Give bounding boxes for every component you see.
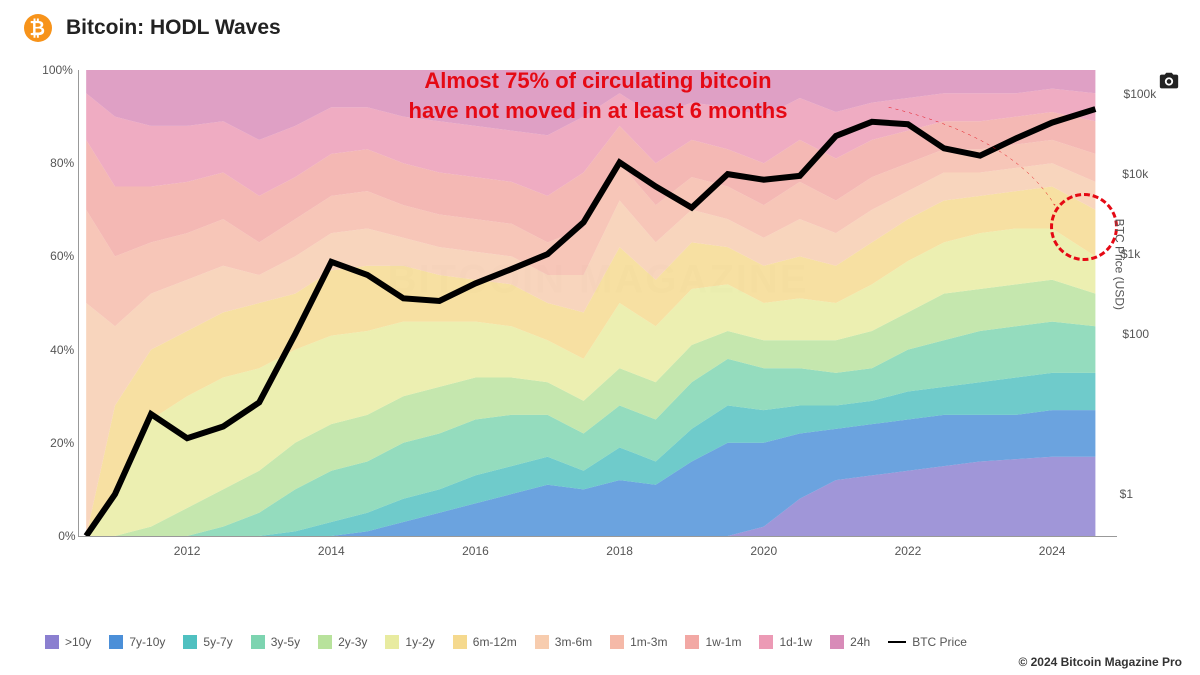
legend-item: 3y-5y (251, 635, 300, 649)
annotation-arrow (79, 70, 1117, 536)
legend-swatch (685, 635, 699, 649)
legend-item: 24h (830, 635, 870, 649)
x-tick: 2020 (750, 544, 777, 558)
x-tick: 2014 (318, 544, 345, 558)
legend-label: 7y-10y (129, 635, 165, 649)
x-tick: 2016 (462, 544, 489, 558)
legend-label: 1y-2y (405, 635, 434, 649)
legend-swatch (535, 635, 549, 649)
legend-swatch (109, 635, 123, 649)
legend-label: BTC Price (912, 635, 967, 649)
legend-swatch (45, 635, 59, 649)
y-right-tick: $10k (1122, 167, 1148, 181)
legend-item: 5y-7y (183, 635, 232, 649)
legend-item: 1w-1m (685, 635, 741, 649)
legend-item: >10y (45, 635, 91, 649)
legend-label: 3y-5y (271, 635, 300, 649)
y-left-tick: 40% (50, 343, 74, 357)
y-left-tick: 60% (50, 249, 74, 263)
y-right-axis-label: BTC Price (USD) (1112, 219, 1126, 310)
legend-item: BTC Price (888, 635, 967, 649)
legend-swatch (183, 635, 197, 649)
legend-item: 3m-6m (535, 635, 592, 649)
y-left-tick: 80% (50, 156, 74, 170)
chart-legend: >10y 7y-10y 5y-7y 3y-5y 2y-3y 1y-2y 6m-12m 3m-6… (45, 635, 1160, 649)
legend-label: 3m-6m (555, 635, 592, 649)
legend-item: 1y-2y (385, 635, 434, 649)
legend-item: 2y-3y (318, 635, 367, 649)
x-tick: 2024 (1039, 544, 1066, 558)
legend-swatch (759, 635, 773, 649)
legend-swatch (453, 635, 467, 649)
chart-title: Bitcoin: HODL Waves (66, 16, 281, 40)
y-right-tick: $1 (1120, 487, 1133, 501)
legend-swatch (385, 635, 399, 649)
legend-label: 1m-3m (630, 635, 667, 649)
legend-line-swatch (888, 641, 906, 643)
x-tick: 2012 (174, 544, 201, 558)
legend-label: >10y (65, 635, 91, 649)
legend-label: 2y-3y (338, 635, 367, 649)
legend-item: 6m-12m (453, 635, 517, 649)
plot-region: BITCOIN MAGAZINE Almost 75% of circulati… (78, 70, 1117, 537)
y-right-tick: $100k (1124, 87, 1157, 101)
y-right-tick: $100 (1122, 327, 1149, 341)
legend-item: 1m-3m (610, 635, 667, 649)
legend-swatch (610, 635, 624, 649)
chart-area: BITCOIN MAGAZINE Almost 75% of circulati… (28, 62, 1172, 567)
legend-item: 1d-1w (759, 635, 812, 649)
legend-label: 1w-1m (705, 635, 741, 649)
legend-item: 7y-10y (109, 635, 165, 649)
x-tick: 2022 (895, 544, 922, 558)
y-left-tick: 0% (58, 529, 75, 543)
x-tick: 2018 (606, 544, 633, 558)
copyright-text: © 2024 Bitcoin Magazine Pro (1018, 655, 1182, 669)
legend-swatch (251, 635, 265, 649)
legend-swatch (318, 635, 332, 649)
legend-label: 24h (850, 635, 870, 649)
legend-label: 1d-1w (779, 635, 812, 649)
y-left-tick: 100% (42, 63, 73, 77)
y-left-tick: 20% (50, 436, 74, 450)
bitcoin-logo-icon (24, 14, 52, 42)
legend-label: 5y-7y (203, 635, 232, 649)
legend-swatch (830, 635, 844, 649)
legend-label: 6m-12m (473, 635, 517, 649)
